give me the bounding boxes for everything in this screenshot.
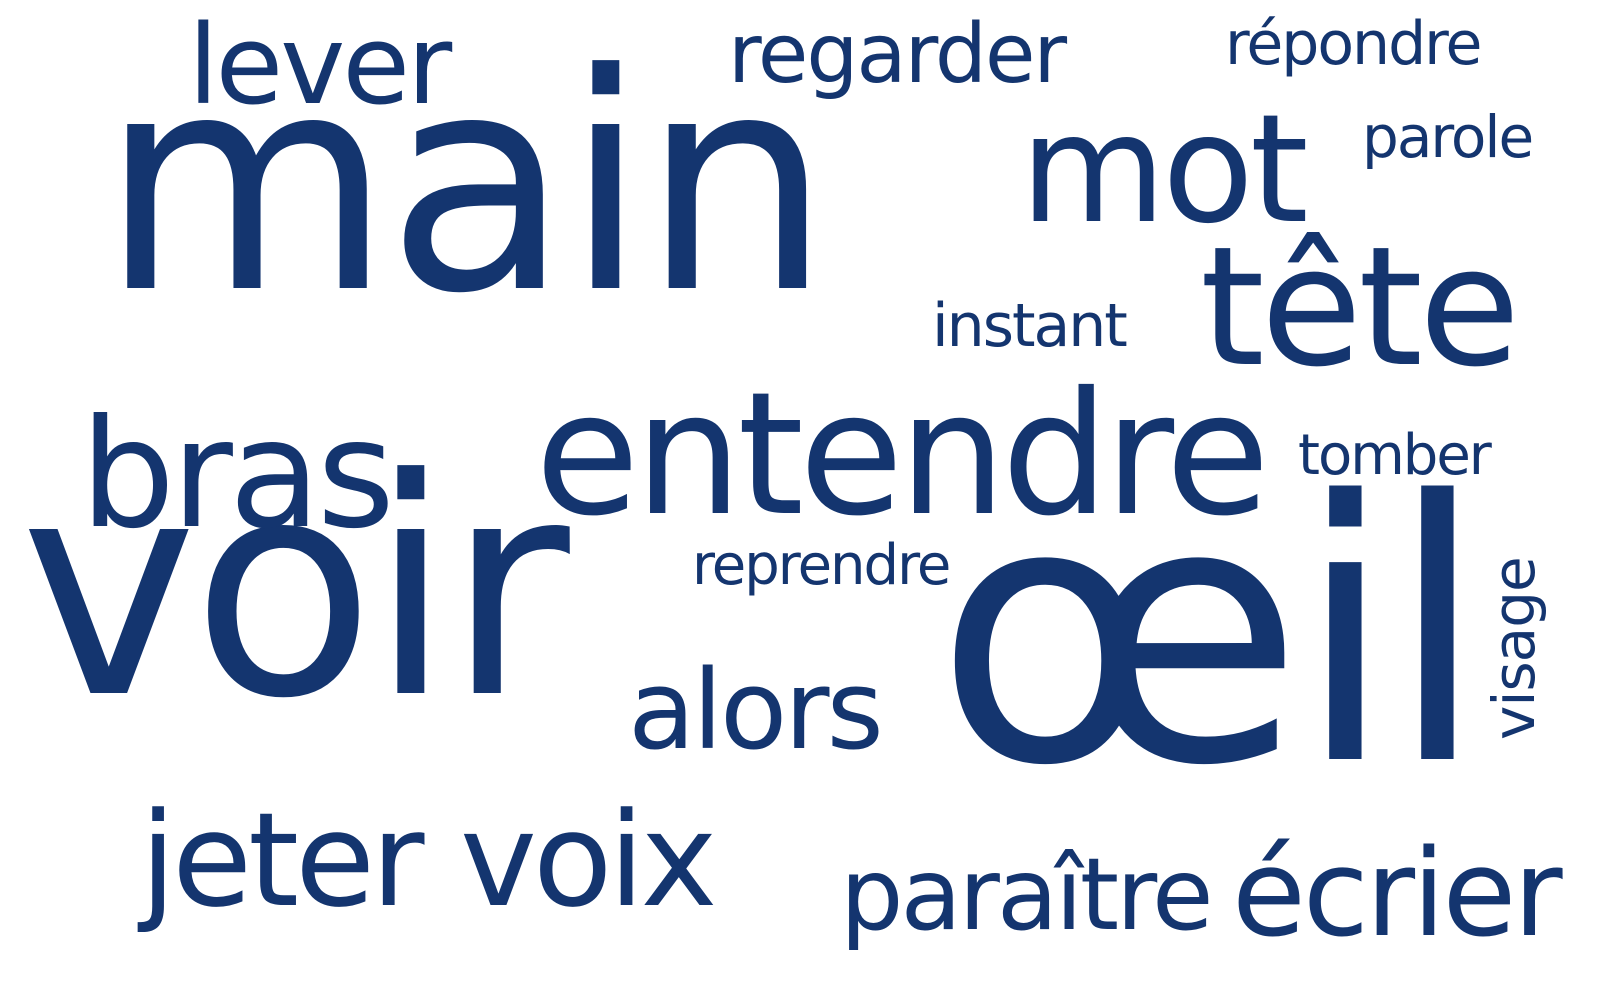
word-entendre: entendre <box>535 356 1270 554</box>
word-parole: parole <box>1362 103 1534 171</box>
word-voir: voir <box>20 415 570 764</box>
word-ecrier: écrier <box>1232 825 1563 964</box>
word-regarder: regarder <box>728 7 1067 102</box>
word-tomber: tomber <box>1298 423 1492 488</box>
word-jeter: jeter <box>140 784 424 936</box>
word-lever: lever <box>188 1 452 129</box>
word-oeil: œil <box>935 425 1487 844</box>
word-main: main <box>100 10 832 359</box>
word-repondre: répondre <box>1225 9 1482 79</box>
word-tete: tête <box>1200 211 1520 403</box>
word-alors: alors <box>628 646 884 774</box>
word-instant: instant <box>932 291 1128 361</box>
word-paraitre: paraître <box>840 836 1214 953</box>
word-visage: visage <box>1480 557 1548 740</box>
word-mot: mot <box>1020 83 1309 257</box>
word-voix: voix <box>460 784 718 936</box>
word-reprendre: reprendre <box>692 533 951 598</box>
word-bras: bras <box>80 388 395 562</box>
